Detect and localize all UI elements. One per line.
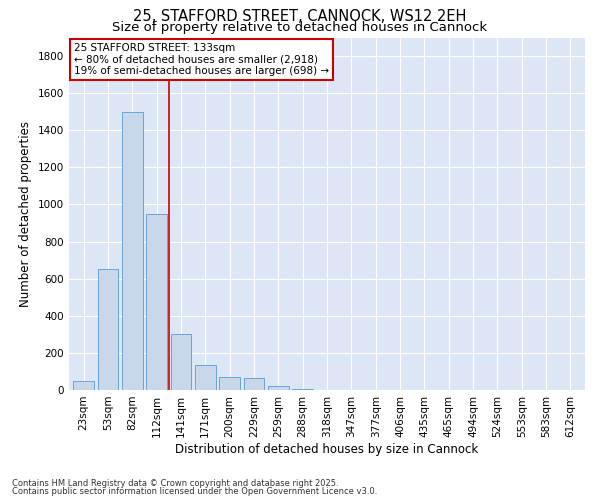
X-axis label: Distribution of detached houses by size in Cannock: Distribution of detached houses by size … [175, 442, 479, 456]
Text: Size of property relative to detached houses in Cannock: Size of property relative to detached ho… [112, 21, 488, 34]
Text: Contains public sector information licensed under the Open Government Licence v3: Contains public sector information licen… [12, 487, 377, 496]
Bar [170, 334, 191, 390]
Bar [195, 365, 215, 390]
Text: 25 STAFFORD STREET: 133sqm
← 80% of detached houses are smaller (2,918)
19% of s: 25 STAFFORD STREET: 133sqm ← 80% of deta… [74, 43, 329, 76]
Y-axis label: Number of detached properties: Number of detached properties [19, 120, 32, 306]
Text: 25, STAFFORD STREET, CANNOCK, WS12 2EH: 25, STAFFORD STREET, CANNOCK, WS12 2EH [133, 9, 467, 24]
Bar [292, 389, 313, 390]
Bar [244, 378, 265, 390]
Bar [122, 112, 143, 390]
Bar [219, 377, 240, 390]
Bar [73, 380, 94, 390]
Text: Contains HM Land Registry data © Crown copyright and database right 2025.: Contains HM Land Registry data © Crown c… [12, 478, 338, 488]
Bar [98, 270, 118, 390]
Bar [268, 386, 289, 390]
Bar [146, 214, 167, 390]
